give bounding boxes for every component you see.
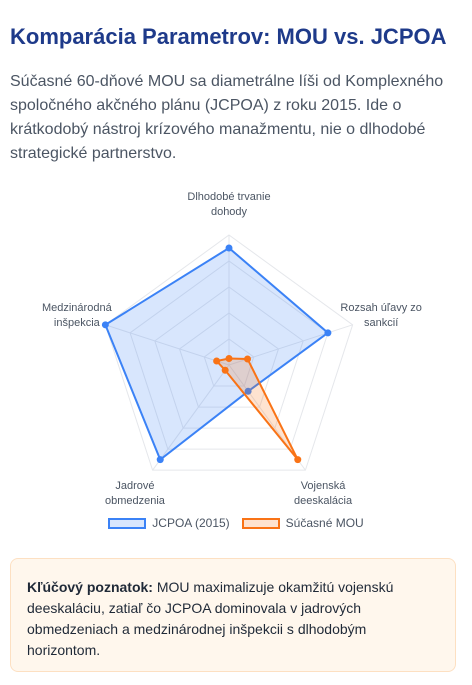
axis-label: Medzinárodná inšpekcia — [41, 301, 112, 329]
axis-label: Vojenská deeskalácia — [293, 480, 353, 508]
axis-label: Rozsah úľavy zo sankcií — [340, 301, 422, 329]
chart — [101, 234, 354, 471]
insight-label: Kľúčový poznatok: — [27, 579, 153, 595]
legend-label: Súčasné MOU — [285, 516, 364, 530]
data-point — [225, 244, 233, 252]
grid-ring — [203, 338, 255, 387]
data-point — [324, 329, 332, 337]
axis-spoke — [105, 324, 230, 366]
insight-box: Kľúčový poznatok: MOU maximalizuje okamž… — [10, 558, 456, 672]
data-point — [213, 357, 221, 365]
title: Komparácia Parametrov: MOU vs. JCPOA — [10, 24, 447, 49]
data-point — [156, 456, 164, 464]
grid-ring — [129, 260, 329, 450]
axis-spoke — [152, 364, 230, 471]
legend-swatch — [108, 517, 147, 529]
data-point — [225, 355, 233, 362]
grid-ring — [154, 286, 304, 429]
legend-swatch — [241, 517, 280, 529]
grid-ring — [104, 234, 354, 471]
legend-item: Súčasné MOU — [241, 516, 364, 530]
axis-label: Jadrové obmedzenia — [104, 480, 165, 508]
series-area — [104, 246, 330, 462]
data-point — [244, 387, 252, 395]
axis-label: Dlhodobé trvanie dohody — [187, 191, 271, 218]
legend: JCPOA (2015) Súčasné MOU — [0, 516, 472, 530]
data-point — [221, 366, 229, 374]
legend-item: JCPOA (2015) — [108, 516, 230, 530]
insight-text: MOU maximalizuje okamžitú vojenskú deesk… — [27, 579, 394, 658]
data-point — [244, 355, 252, 363]
data-point — [101, 321, 109, 329]
data-point — [294, 456, 302, 464]
legend-label: JCPOA (2015) — [152, 516, 230, 530]
description: Súčasné 60-dňové MOU sa diametrálne líši… — [10, 73, 444, 162]
